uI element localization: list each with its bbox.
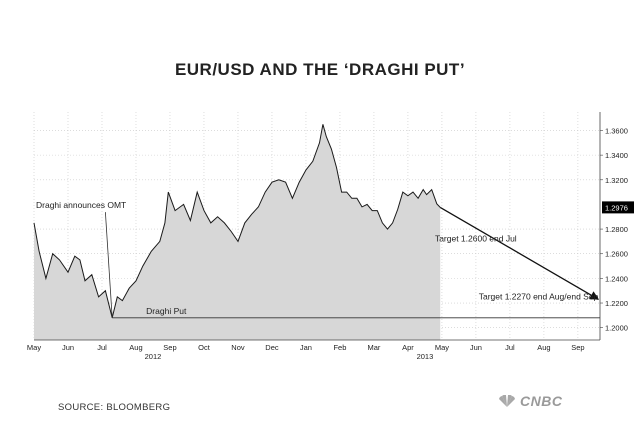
x-tick-label: May [435,343,449,352]
brand-name: CNBC [520,393,563,409]
last-value-label: 1.2976 [605,203,628,212]
series-area [33,124,441,340]
series-fill [34,124,441,340]
x-tick-label: Oct [198,343,211,352]
x-year-label: 2012 [145,352,162,361]
y-tick-label: 1.3400 [605,151,628,160]
omt-pointer-line [104,212,113,318]
x-tick-label: Sep [571,343,584,352]
x-tick-label: Aug [129,343,142,352]
y-tick-label: 1.3200 [605,176,628,185]
y-axis-ticks: 1.3600 1.3400 1.3200 1.2800 1.2600 1.2400 1.22… [600,126,634,333]
chart-title: EUR/USD AND THE ‘DRAGHI PUT’ [174,60,466,79]
x-year-label: 2013 [417,352,434,361]
x-tick-label: Jul [97,343,107,352]
source-note: SOURCE: BLOOMBERG [58,402,171,413]
peacock-icon [499,395,515,407]
axes [34,112,601,341]
y-tick-label: 1.2600 [605,250,628,259]
x-tick-label: Nov [231,343,245,352]
x-tick-label: Jun [62,343,74,352]
target-jul-label: Target 1.2600 end Jul [435,233,517,243]
y-tick-label: 1.2400 [605,274,628,283]
x-tick-label: Aug [537,343,550,352]
brand-logo: CNBC [498,393,562,409]
annotations: Draghi Put Draghi announces OMT Target 1.2… [36,200,600,319]
x-tick-label: Sep [163,343,176,352]
y-tick-label: 1.2200 [605,299,628,308]
x-tick-label: Jul [505,343,515,352]
x-tick-label: Apr [402,343,414,352]
y-tick-label: 1.2000 [605,324,628,333]
last-value-box [602,201,634,214]
x-axis-ticks: May Jun Jul Aug Sep Oct Nov Dec Jan Feb Mar Apr May J… [27,343,585,361]
x-tick-label: Mar [367,343,380,352]
draghi-put-label: Draghi Put [146,306,187,316]
series-line [33,124,441,318]
y-tick-label: 1.3600 [605,126,628,135]
y-tick-label: 1.2800 [605,225,628,234]
target-aug-sep-label: Target 1.2270 end Aug/end Sep [479,291,599,301]
x-tick-label: Jun [470,343,482,352]
projection-arrow [439,206,600,300]
x-tick-label: Feb [333,343,346,352]
x-tick-label: May [27,343,41,352]
x-tick-label: Jan [300,343,312,352]
x-tick-label: Dec [265,343,279,352]
omt-label: Draghi announces OMT [36,200,126,210]
